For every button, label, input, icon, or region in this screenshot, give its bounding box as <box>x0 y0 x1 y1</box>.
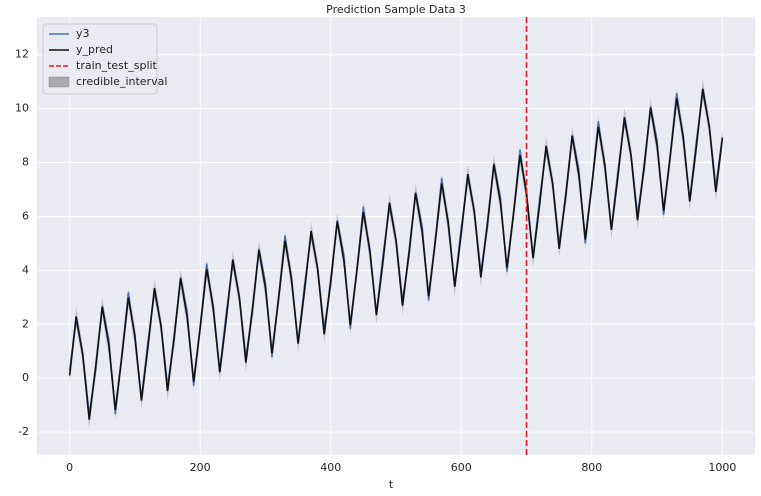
x-tick-label: 1000 <box>708 461 736 474</box>
y-tick-label: 2 <box>22 317 29 330</box>
y-tick-label: -2 <box>18 425 29 438</box>
x-tick-label: 400 <box>320 461 341 474</box>
legend-label: credible_interval <box>76 75 167 88</box>
legend-label: y3 <box>76 27 90 40</box>
x-tick-label: 600 <box>451 461 472 474</box>
y-tick-label: 12 <box>15 48 29 61</box>
legend: y3 y_pred train_test_split credible_interva… <box>42 23 167 95</box>
x-tick-label: 200 <box>190 461 211 474</box>
chart-title: Prediction Sample Data 3 <box>326 3 466 16</box>
series-line <box>68 88 724 420</box>
legend-label: y_pred <box>76 43 113 56</box>
x-axis-label: t <box>389 478 394 491</box>
x-tick-label: 0 <box>66 461 73 474</box>
y-tick-label: 4 <box>22 263 29 276</box>
x-tick-label: 800 <box>581 461 602 474</box>
y-tick-label: 10 <box>15 102 29 115</box>
legend-label: train_test_split <box>76 59 158 72</box>
legend-swatch <box>48 76 70 88</box>
marks <box>68 17 724 455</box>
y-tick-label: 0 <box>22 371 29 384</box>
y-tick-label: 8 <box>22 156 29 169</box>
y-tick-label: 6 <box>22 209 29 222</box>
legend-box <box>42 23 158 95</box>
